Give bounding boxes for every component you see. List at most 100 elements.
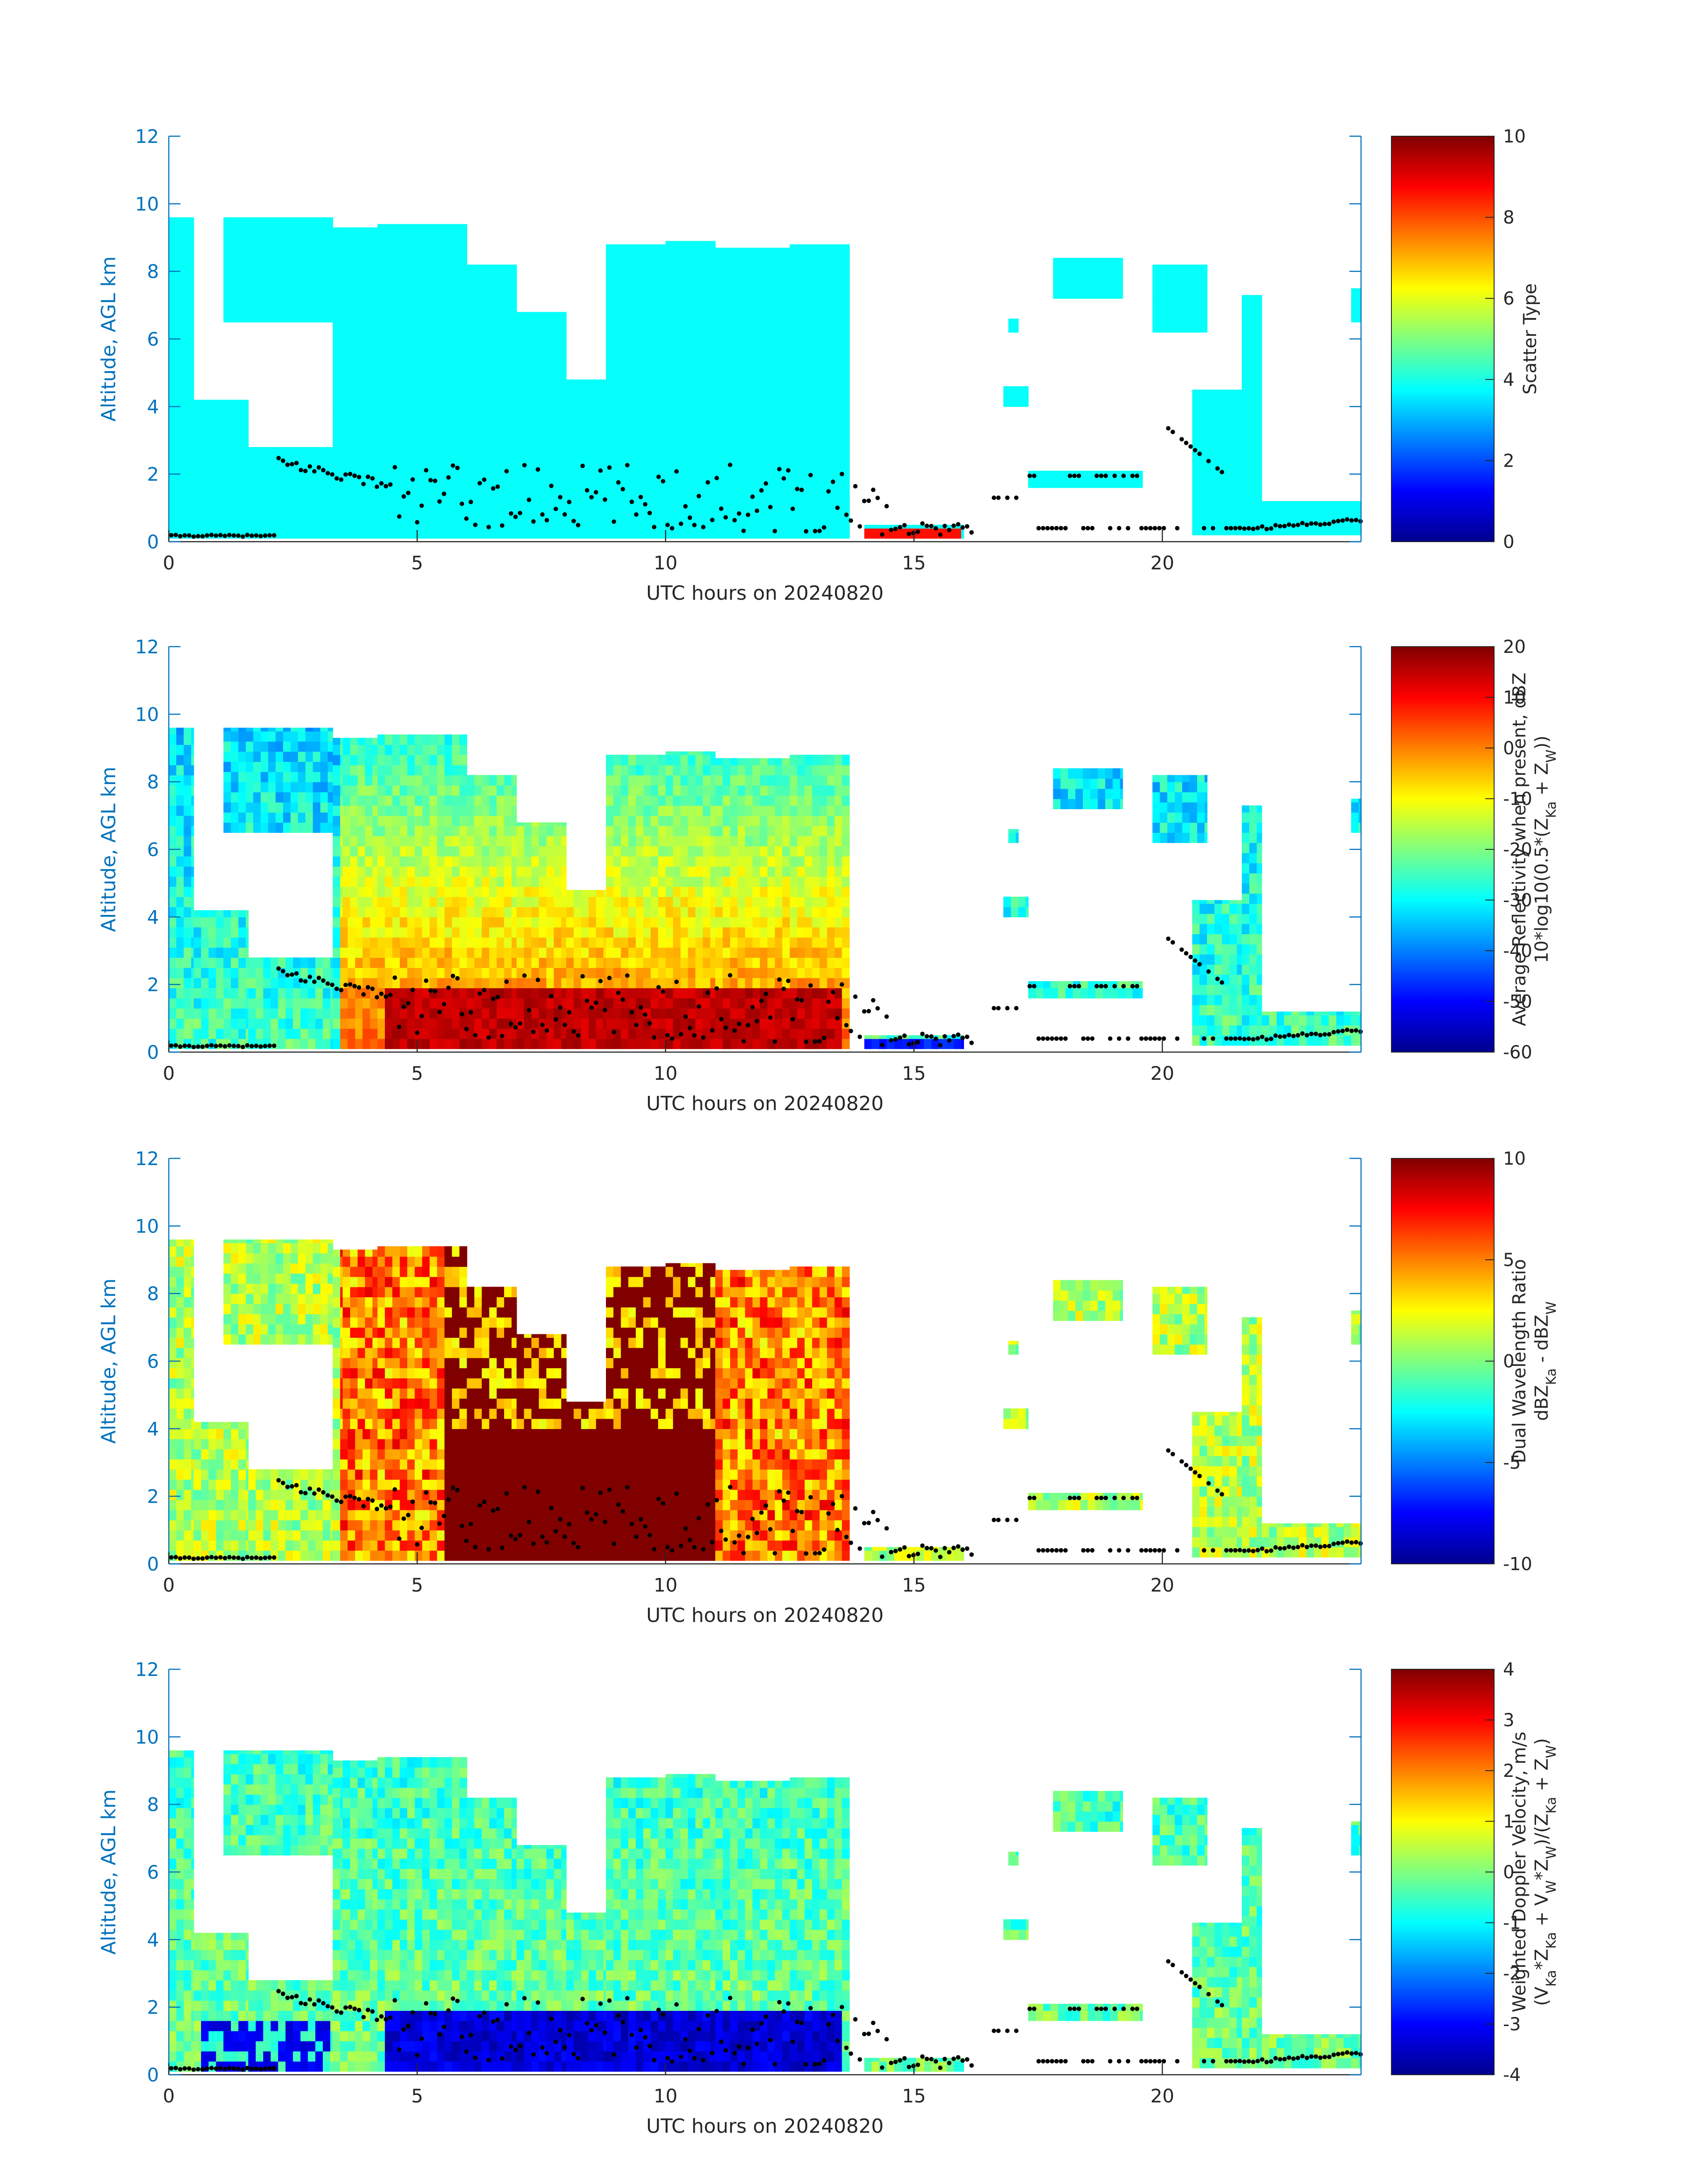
heatmap-cell: [628, 528, 636, 539]
heatmap-cell: [231, 937, 239, 948]
heatmap-cell: [737, 508, 746, 518]
heatmap-cell: [176, 315, 184, 326]
heatmap-cell: [489, 1018, 497, 1029]
heatmap-cell: [554, 467, 562, 478]
heatmap-cell: [276, 271, 284, 282]
heatmap-cell: [805, 254, 813, 265]
heatmap-cell: [745, 315, 753, 326]
heatmap-cell: [745, 355, 753, 367]
heatmap-cell: [680, 477, 689, 488]
heatmap-cell: [333, 528, 341, 539]
heatmap-cell: [481, 876, 490, 887]
heatmap-cell: [504, 376, 512, 387]
heatmap-cell: [789, 497, 798, 509]
x-tick-label: 15: [902, 552, 926, 574]
heatmap-cell: [260, 792, 269, 802]
heatmap-cell: [531, 927, 539, 938]
heatmap-cell: [370, 957, 378, 968]
heatmap-cell: [384, 765, 393, 776]
heatmap-cell: [362, 998, 371, 1009]
heatmap-cell: [489, 275, 497, 285]
heatmap-cell: [819, 254, 827, 265]
heatmap-cell: [524, 907, 532, 918]
heatmap-cell: [320, 221, 328, 231]
heatmap-cell: [497, 775, 505, 786]
heatmap-cell: [1257, 312, 1262, 322]
heatmap-cell: [511, 815, 517, 826]
heatmap-cell: [268, 792, 276, 802]
heatmap-cell: [384, 744, 393, 755]
heatmap-cell: [606, 244, 614, 255]
heatmap-cell: [834, 437, 843, 447]
cloud-base-marker: [674, 469, 679, 474]
heatmap-cell: [400, 335, 408, 346]
y-tick-label: 2: [147, 464, 159, 485]
heatmap-cell: [333, 508, 341, 518]
heatmap-cell: [834, 477, 843, 488]
heatmap-cell: [539, 917, 547, 928]
heatmap-cell: [1167, 271, 1175, 282]
heatmap-cell: [730, 254, 738, 265]
heatmap-cell: [285, 988, 293, 999]
heatmap-cell: [459, 896, 468, 907]
heatmap-cell: [347, 447, 355, 458]
heatmap-cell: [797, 497, 805, 509]
heatmap-cell: [474, 1008, 482, 1019]
heatmap-cell: [350, 227, 358, 235]
heatmap-cell: [169, 846, 177, 857]
heatmap-cell: [414, 998, 423, 1009]
heatmap-cell: [665, 497, 673, 509]
heatmap-cell: [1249, 443, 1257, 455]
heatmap-cell: [539, 315, 547, 326]
heatmap-cell: [377, 437, 385, 447]
heatmap-cell: [673, 244, 681, 255]
heatmap-cell: [430, 386, 438, 397]
heatmap-cell: [789, 386, 798, 397]
heatmap-cell: [539, 907, 547, 918]
heatmap-cell: [169, 1018, 177, 1029]
heatmap-cell: [511, 998, 517, 1009]
heatmap-cell: [430, 815, 438, 826]
heatmap-cell: [1242, 423, 1250, 434]
cloud-base-marker: [719, 506, 724, 511]
heatmap-cell: [430, 967, 438, 978]
heatmap-cell: [613, 244, 622, 255]
heatmap-cell: [340, 518, 348, 529]
heatmap-cell: [176, 325, 184, 336]
heatmap-cell: [209, 917, 217, 928]
heatmap-cell: [1261, 514, 1270, 525]
heatmap-cell: [573, 1038, 582, 1049]
cloud-base-marker: [1242, 526, 1247, 531]
heatmap-cell: [752, 426, 760, 438]
heatmap-cell: [680, 325, 689, 336]
cloud-base-marker: [593, 490, 598, 495]
cloud-base-marker: [1157, 526, 1162, 531]
cloud-base-marker: [947, 527, 952, 532]
heatmap-cell: [407, 497, 415, 509]
cloud-base-marker: [1112, 473, 1117, 478]
heatmap-cell: [665, 254, 673, 265]
heatmap-cell: [407, 755, 415, 765]
heatmap-cell: [193, 998, 202, 1009]
cloud-base-marker: [227, 533, 232, 538]
heatmap-cell: [362, 1018, 371, 1029]
heatmap-cell: [665, 264, 673, 275]
heatmap-cell: [1299, 504, 1307, 515]
heatmap-cell: [797, 417, 805, 427]
heatmap-cell: [422, 896, 430, 907]
heatmap-cell: [407, 795, 415, 806]
heatmap-cell: [333, 967, 341, 978]
heatmap-cell: [1105, 258, 1113, 268]
heatmap-cell: [407, 325, 415, 336]
heatmap-cell: [651, 487, 659, 498]
heatmap-cell: [407, 846, 415, 857]
heatmap-cell: [481, 795, 490, 806]
heatmap-cell: [184, 376, 192, 387]
heatmap-cell: [953, 525, 962, 529]
heatmap-cell: [1190, 292, 1198, 302]
heatmap-cell: [276, 751, 284, 762]
heatmap-cell: [1207, 403, 1215, 414]
heatmap-cell: [263, 467, 271, 478]
heatmap-cell: [481, 355, 490, 367]
heatmap-cell: [400, 396, 408, 407]
